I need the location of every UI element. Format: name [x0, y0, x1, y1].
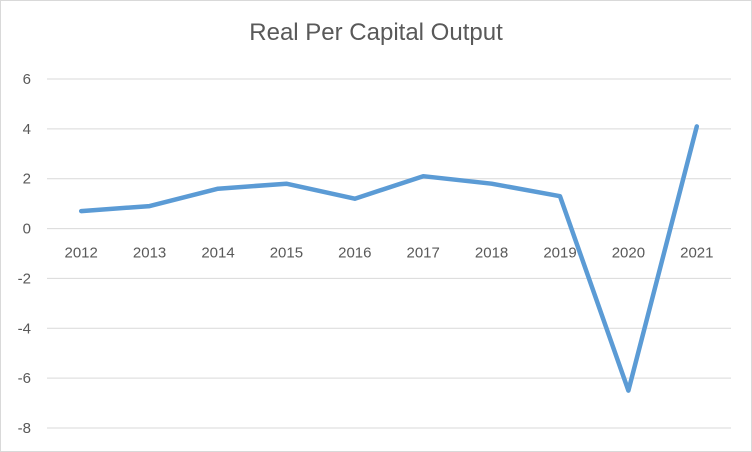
x-tick-label-9: 2021: [680, 245, 713, 262]
y-tick-label-7: -8: [18, 420, 31, 437]
x-tick-label-5: 2017: [407, 245, 440, 262]
x-tick-label-7: 2019: [543, 245, 576, 262]
x-tick-label-2: 2014: [201, 245, 234, 262]
x-tick-label-3: 2015: [270, 245, 303, 262]
y-tick-label-4: -2: [18, 270, 31, 287]
x-tick-label-1: 2013: [133, 245, 166, 262]
y-tick-label-1: 4: [23, 121, 31, 138]
y-tick-label-0: 6: [23, 71, 31, 88]
y-tick-label-6: -6: [18, 370, 31, 387]
y-tick-label-3: 0: [23, 221, 31, 238]
y-tick-label-5: -4: [18, 320, 31, 337]
x-tick-label-6: 2018: [475, 245, 508, 262]
chart-title: Real Per Capital Output: [249, 19, 503, 46]
x-tick-label-0: 2012: [65, 245, 98, 262]
x-tick-label-4: 2016: [338, 245, 371, 262]
y-tick-label-2: 2: [23, 171, 31, 188]
x-tick-label-8: 2020: [612, 245, 645, 262]
series-line-0: [78, 124, 700, 393]
